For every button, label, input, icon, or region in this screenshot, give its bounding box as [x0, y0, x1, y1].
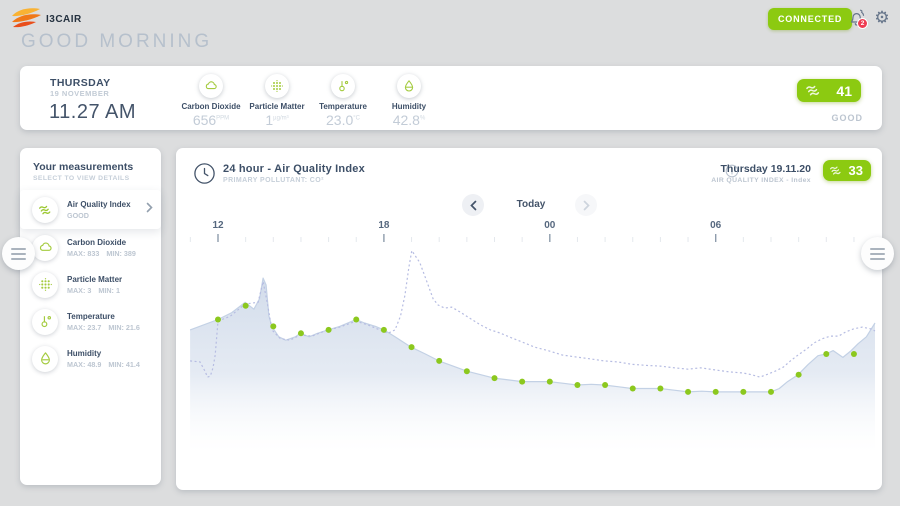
- chart-title: 24 hour - Air Quality Index: [223, 163, 365, 175]
- chart-aqi-badge: 33: [823, 160, 871, 181]
- sidebar-title: Your measurements: [33, 161, 134, 173]
- drop-icon: [40, 352, 50, 365]
- sidebar-item-humidity[interactable]: Humidity MAX: 48.9 MIN: 41.4: [20, 340, 161, 377]
- notification-count-badge: 2: [857, 18, 868, 29]
- info-icon[interactable]: [725, 164, 739, 178]
- aqi-hour-dot: [740, 388, 747, 395]
- waves-icon: [829, 166, 841, 175]
- app-logo: [12, 8, 41, 28]
- right-drawer-handle[interactable]: [861, 237, 894, 270]
- aqi-hour-dot: [768, 388, 774, 395]
- chevron-right-icon: [583, 200, 590, 210]
- x-tick-label: 12: [212, 220, 224, 231]
- summary-day: THURSDAY: [50, 77, 111, 89]
- aqi-hour-dot: [297, 330, 304, 337]
- aqi-hour-dot: [546, 378, 553, 385]
- sidebar-item-temperature[interactable]: Temperature MAX: 23.7 MIN: 21.6: [20, 303, 161, 340]
- aqi-hour-dot: [242, 302, 249, 309]
- sidebar-list: Air Quality Index GOOD Carbon Dioxide MA…: [20, 190, 161, 377]
- aqi-area-fill: [190, 278, 876, 453]
- x-tick-label: 18: [378, 220, 390, 231]
- brand-name: I3CAIR: [46, 14, 82, 25]
- metric-temperature[interactable]: Temperature 23.0°C: [310, 71, 376, 128]
- gear-icon: ⚙: [874, 8, 890, 27]
- aqi-status-label: GOOD: [831, 113, 863, 123]
- x-tick-label: 00: [544, 220, 556, 231]
- aqi-hour-dot: [850, 351, 857, 357]
- aqi-hour-dot: [795, 371, 802, 378]
- dashed-comparison-line: [190, 250, 876, 378]
- today-label: Today: [516, 199, 546, 210]
- greeting-text: GOOD MORNING: [21, 31, 213, 52]
- thermometer-icon: [40, 315, 51, 328]
- aqi-hour-dot: [629, 385, 636, 392]
- cloud-icon: [205, 81, 217, 90]
- dot-grid-icon: [38, 278, 52, 291]
- aqi-hour-dot: [380, 326, 387, 333]
- x-tick-label: 06: [710, 220, 722, 231]
- chevron-right-icon: [146, 202, 153, 213]
- metric-humidity[interactable]: Humidity 42.8%: [376, 71, 442, 128]
- chart-date-label: Thursday 19.11.20: [720, 163, 811, 175]
- chart-aqi-value: 33: [848, 163, 863, 178]
- aqi-hour-dot: [712, 388, 719, 395]
- metric-carbon-dioxide[interactable]: Carbon Dioxide 656PPM: [178, 71, 244, 128]
- aqi-hour-dot: [823, 351, 830, 357]
- summary-time: 11.27 AM: [49, 101, 137, 123]
- aqi-hour-dot: [491, 375, 498, 382]
- aqi-hour-dot: [519, 378, 526, 385]
- aqi-hour-dot: [436, 357, 443, 364]
- dot-grid-icon: [271, 80, 283, 92]
- aqi-hour-dot: [353, 316, 360, 323]
- thermometer-icon: [339, 80, 349, 92]
- sidebar-subtitle: SELECT TO VIEW DETAILS: [33, 175, 130, 182]
- chevron-left-icon: [469, 200, 476, 210]
- sidebar-item-carbon-dioxide[interactable]: Carbon Dioxide MAX: 833 MIN: 389: [20, 229, 161, 266]
- waves-icon: [38, 205, 50, 214]
- clock-icon: [194, 163, 215, 184]
- aqi-hour-dot: [574, 382, 581, 389]
- aqi-hour-dot: [408, 344, 415, 351]
- next-day-button[interactable]: [575, 194, 597, 216]
- metric-particle-matter[interactable]: Particle Matter 1µg/m³: [244, 71, 310, 128]
- chart-panel: 24 hour - Air Quality Index PRIMARY POLL…: [176, 148, 882, 490]
- aqi-hour-dot: [215, 316, 221, 323]
- aqi-area-line: [189, 277, 876, 393]
- left-drawer-handle[interactable]: [2, 237, 35, 270]
- summary-bar: THURSDAY 19 NOVEMBER 11.27 AM Carbon Dio…: [20, 66, 882, 130]
- sidebar-item-air-quality-index[interactable]: Air Quality Index GOOD: [20, 190, 161, 229]
- aqi-hour-dot: [463, 368, 470, 375]
- aqi-area-chart[interactable]: 12 18 00 06: [176, 218, 882, 468]
- aqi-hour-dot: [685, 388, 692, 395]
- cloud-icon: [39, 242, 52, 251]
- notifications-button[interactable]: 2: [846, 8, 868, 30]
- previous-day-button[interactable]: [462, 194, 484, 216]
- aqi-hour-dot: [325, 326, 332, 333]
- metric-list: Carbon Dioxide 656PPM Particle Matter 1µ…: [178, 71, 442, 128]
- aqi-value: 41: [836, 82, 852, 99]
- measurements-sidebar: Your measurements SELECT TO VIEW DETAILS…: [20, 148, 161, 485]
- aqi-hour-dot: [657, 385, 664, 392]
- aqi-hour-dot: [602, 382, 609, 389]
- summary-date: 19 NOVEMBER: [50, 89, 110, 98]
- waves-icon: [806, 85, 820, 96]
- settings-button[interactable]: ⚙: [871, 7, 893, 29]
- drop-icon: [404, 80, 414, 92]
- sidebar-item-particle-matter[interactable]: Particle Matter MAX: 3 MIN: 1: [20, 266, 161, 303]
- chart-subtitle: PRIMARY POLLUTANT: CO²: [223, 177, 324, 184]
- chart-index-label: AIR QUALITY INDEX - Index: [711, 177, 811, 184]
- connected-status-button[interactable]: CONNECTED: [768, 8, 853, 30]
- aqi-hour-dot: [270, 323, 277, 330]
- aqi-badge[interactable]: 41: [797, 79, 861, 102]
